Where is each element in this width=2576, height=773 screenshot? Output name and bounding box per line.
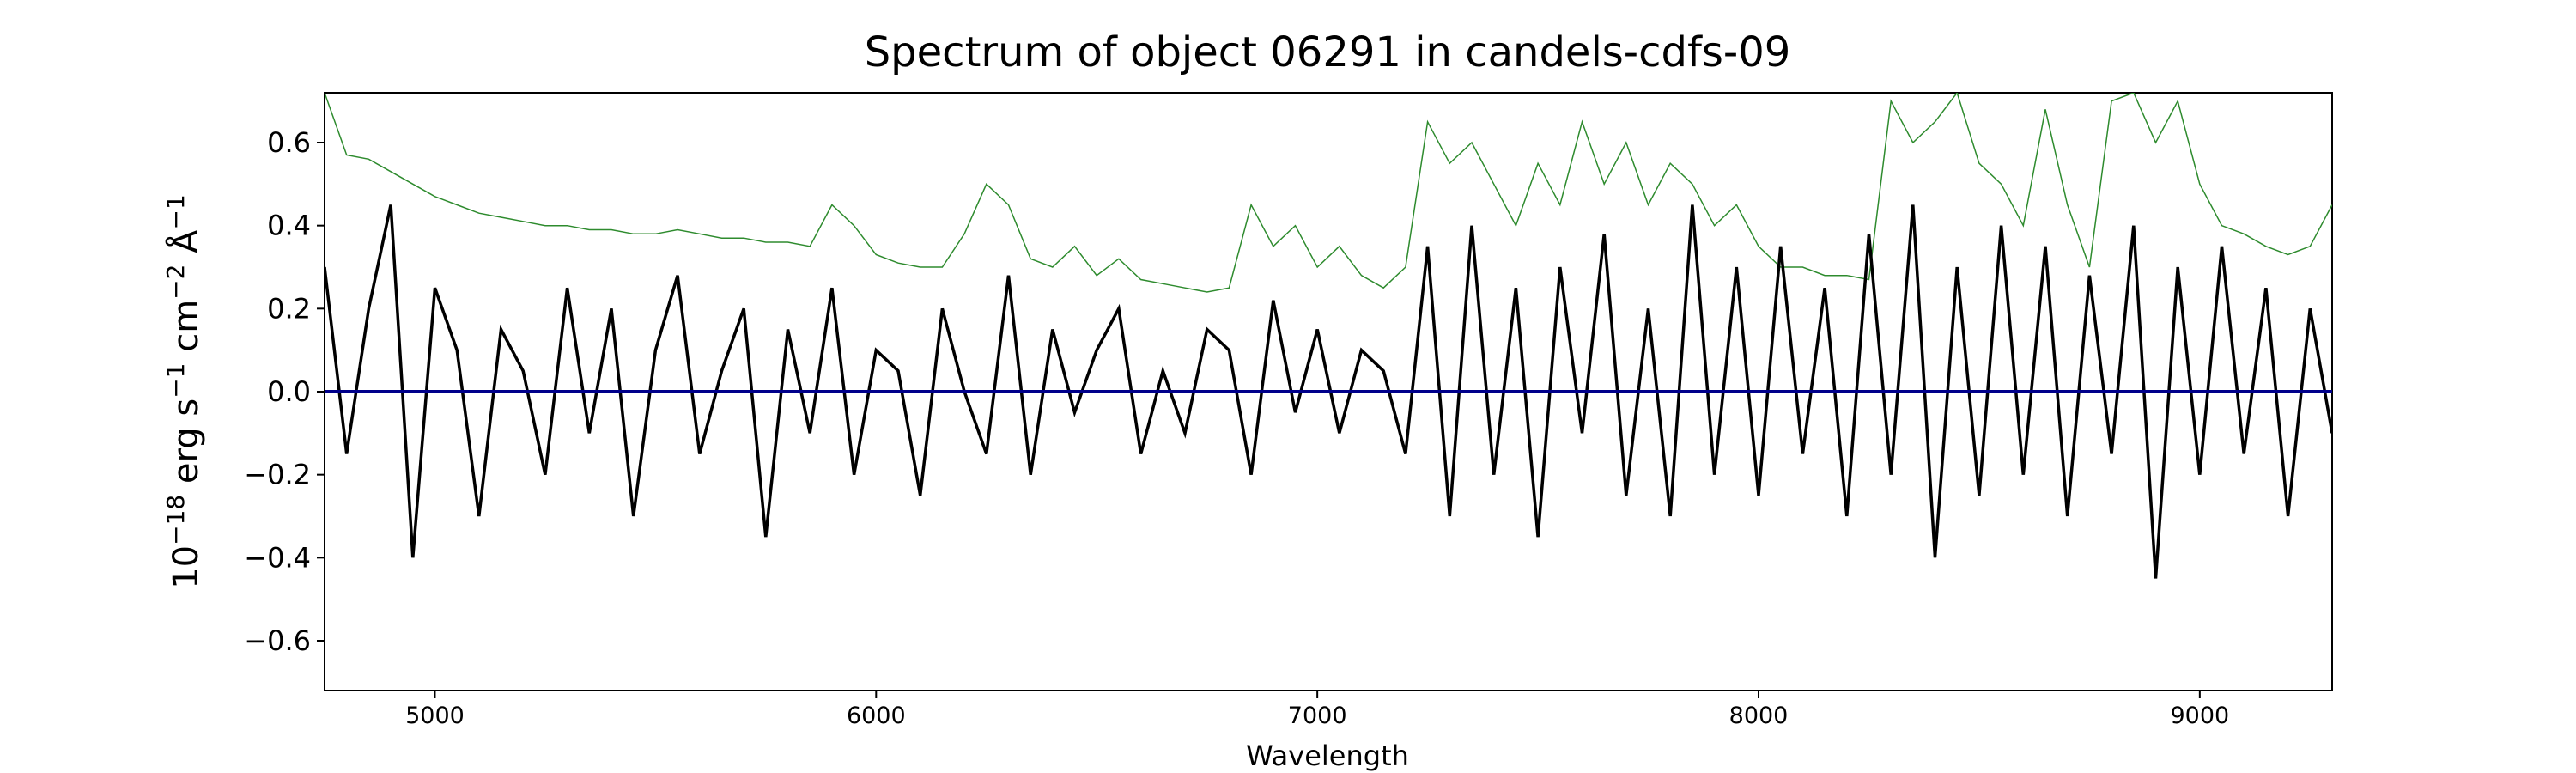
x-axis-ticks: 5000 6000 7000 8000 9000: [405, 691, 2229, 729]
y-axis-label: 10−18 erg s−1 cm−2 Å−1: [161, 194, 206, 589]
y-label-exp3: −2: [161, 265, 190, 300]
noise-series-line: [325, 93, 2332, 293]
flux-series-line: [325, 204, 2332, 579]
x-tick-label: 6000: [847, 703, 906, 729]
y-label-base: 10: [167, 545, 206, 589]
y-label-exp2: −1: [161, 363, 190, 399]
y-axis-ticks: −0.6 −0.4 −0.2 0.0 0.2 0.4 0.6: [244, 126, 325, 657]
chart-title: Spectrum of object 06291 in candels-cdfs…: [865, 28, 1791, 76]
y-tick-label: −0.4: [244, 541, 311, 574]
y-tick-label: 0.6: [267, 126, 311, 159]
x-tick-label: 5000: [405, 703, 465, 729]
y-label-erg: erg s: [167, 399, 206, 495]
x-tick-label: 7000: [1288, 703, 1347, 729]
plot-area: [325, 93, 2332, 579]
y-tick-label: −0.6: [244, 624, 311, 657]
y-tick-label: −0.2: [244, 459, 311, 491]
y-tick-label: 0.2: [267, 292, 311, 325]
y-label-cm: cm: [167, 300, 206, 363]
y-label-exp4: −1: [161, 194, 190, 229]
y-label-exp1: −18: [161, 495, 190, 545]
y-tick-label: 0.0: [267, 375, 311, 408]
x-tick-label: 8000: [1729, 703, 1789, 729]
y-label-ang: Å: [165, 229, 206, 265]
x-tick-label: 9000: [2170, 703, 2229, 729]
x-axis-label: Wavelength: [1246, 740, 1409, 772]
y-tick-label: 0.4: [267, 210, 311, 242]
